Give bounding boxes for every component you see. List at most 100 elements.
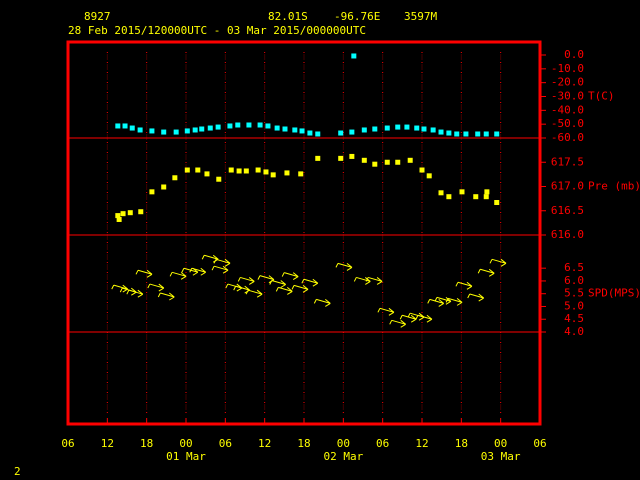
wind-arrow [189,267,207,276]
wind-arrow [415,314,433,323]
data-point [192,127,198,133]
period: 28 Feb 2015/120000UTC - 03 Mar 2015/0000… [68,24,366,37]
wind-arrow [225,283,243,292]
date-label: 01 Mar [166,450,206,463]
page-number: 2 [14,465,21,478]
data-point [372,126,378,132]
wind-arrow [245,289,263,298]
data-point [404,124,410,130]
data-point [494,200,500,206]
data-point [459,189,465,195]
data-point [446,130,452,136]
data-point [137,127,143,133]
y-tick-label: 616.5 [551,204,584,217]
data-point [138,209,144,215]
axis-label: T(C) [588,90,615,103]
data-point [395,159,401,165]
data-point [149,189,155,195]
elevation: 3597M [404,10,437,23]
y-tick-label: 4.0 [564,325,584,338]
data-point [361,127,367,133]
data-point [265,123,271,129]
date-label: 02 Mar [323,450,363,463]
y-tick-label: 5.0 [564,299,584,312]
data-point [426,173,432,179]
data-point [446,194,452,200]
station-id: 8927 [84,10,111,23]
data-point [298,171,304,177]
wind-arrow [237,276,255,285]
x-tick-label: 00 [494,437,507,450]
data-point [338,155,344,161]
wind-arrow [169,271,187,280]
y-tick-label: 6.5 [564,261,584,274]
data-point [454,131,460,137]
data-point [116,216,122,222]
axis-label: Pre (mb) [588,180,640,193]
wind-arrow [201,254,219,263]
data-point [484,189,490,195]
data-point [122,123,128,129]
data-point [263,169,269,175]
x-tick-label: 06 [376,437,389,450]
wind-arrow [377,307,395,316]
data-point [361,157,367,163]
data-point [120,211,126,217]
data-point [483,131,489,137]
wind-arrow [211,265,229,274]
wind-arrow [455,281,473,290]
data-point [199,126,205,132]
wind-arrow [126,289,144,298]
wind-arrow [434,296,452,305]
wind-arrow [407,312,425,321]
data-point [315,155,321,161]
data-point [338,130,344,136]
data-point [438,190,444,196]
data-point [351,53,357,59]
wind-arrow [147,283,165,292]
data-point [307,130,313,136]
y-tick-label: -40.0 [551,103,584,116]
wind-arrow [269,280,287,288]
x-tick-label: 06 [533,437,546,450]
data-point [315,131,321,137]
data-point [243,168,249,174]
data-point [184,167,190,173]
wind-arrow [135,269,153,278]
data-point [127,210,133,216]
data-point [161,129,167,135]
data-point [172,175,178,181]
x-tick-label: 12 [258,437,271,450]
latitude: 82.01S [268,10,308,23]
wind-arrow [365,276,383,285]
wind-arrow [399,314,417,323]
wind-arrow [291,284,309,293]
data-point [161,184,167,190]
data-point [149,128,155,134]
x-tick-label: 00 [337,437,350,450]
x-tick-label: 06 [61,437,74,450]
data-point [274,125,280,131]
y-tick-label: -20.0 [551,76,584,89]
wind-arrow [111,284,129,293]
wind-arrow [275,286,293,295]
data-point [195,167,201,173]
wind-arrow [353,276,371,285]
y-tick-label: 5.5 [564,287,584,300]
wind-arrow [445,297,463,306]
data-point [257,122,263,128]
data-point [184,128,190,134]
x-tick-label: 06 [219,437,232,450]
data-point [255,167,261,173]
data-point [414,125,420,131]
x-tick-label: 00 [179,437,192,450]
data-point [463,131,469,137]
data-point [216,176,222,182]
wind-arrow [335,262,353,271]
y-tick-label: 617.5 [551,155,584,168]
data-point [473,194,479,200]
data-point [292,127,298,133]
wind-arrow [313,298,331,307]
data-point [235,122,241,128]
